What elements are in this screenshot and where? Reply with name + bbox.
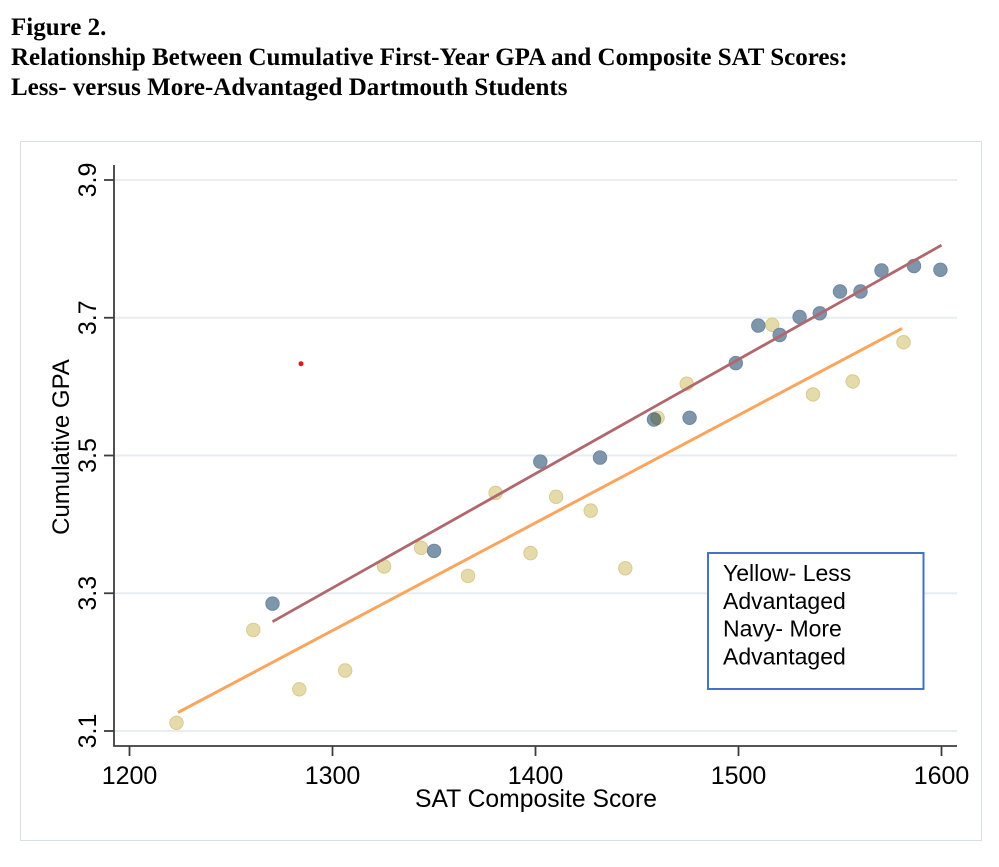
svg-text:1500: 1500 (711, 762, 767, 790)
svg-text:1600: 1600 (914, 762, 970, 790)
svg-text:1400: 1400 (508, 762, 564, 790)
svg-text:1200: 1200 (102, 762, 158, 790)
svg-text:Cumulative GPA: Cumulative GPA (48, 359, 75, 535)
svg-text:3.1: 3.1 (74, 714, 102, 749)
svg-text:1300: 1300 (305, 762, 361, 790)
svg-text:Advantaged: Advantaged (723, 588, 846, 614)
svg-text:3.5: 3.5 (74, 438, 102, 473)
svg-text:Advantaged: Advantaged (723, 643, 846, 669)
svg-text:Navy- More: Navy- More (723, 616, 842, 642)
svg-text:3.3: 3.3 (74, 576, 102, 611)
svg-text:Yellow- Less: Yellow- Less (723, 560, 851, 586)
svg-text:SAT Composite Score: SAT Composite Score (415, 785, 657, 813)
svg-text:3.7: 3.7 (74, 300, 102, 335)
svg-text:3.9: 3.9 (74, 163, 102, 198)
